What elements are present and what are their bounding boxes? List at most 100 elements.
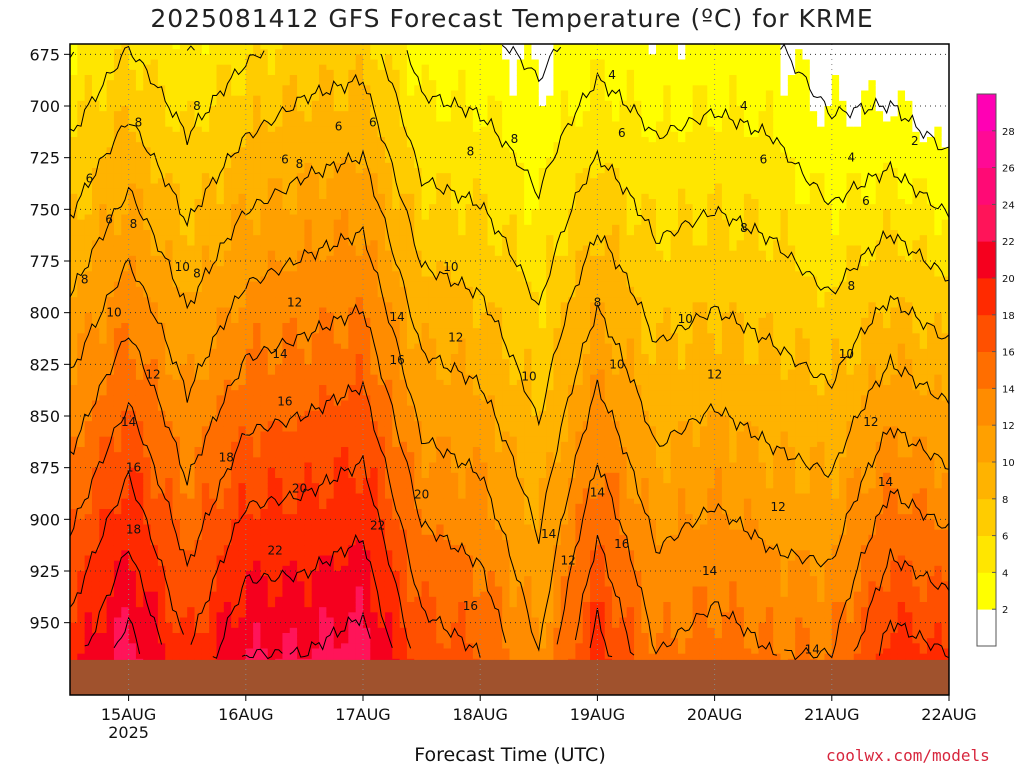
temperature-cell	[150, 421, 159, 427]
temperature-cell	[319, 467, 327, 474]
temperature-cell	[311, 488, 320, 495]
temperature-cell	[209, 126, 218, 133]
temperature-cell	[275, 400, 284, 407]
temperature-cell	[172, 152, 181, 159]
temperature-cell	[304, 483, 313, 489]
temperature-cell	[223, 359, 232, 365]
temperature-cell	[245, 431, 254, 438]
temperature-cell	[297, 462, 305, 469]
temperature-cell	[341, 560, 349, 567]
temperature-cell	[260, 514, 269, 520]
temperature-cell	[91, 529, 100, 536]
temperature-cell	[70, 643, 78, 650]
temperature-cell	[245, 54, 254, 61]
temperature-cell	[275, 312, 284, 319]
temperature-cell	[209, 64, 218, 71]
temperature-cell	[209, 385, 218, 391]
temperature-cell	[282, 292, 291, 298]
temperature-cell	[99, 565, 108, 572]
temperature-cell	[165, 395, 174, 402]
temperature-cell	[297, 178, 305, 185]
temperature-cell	[216, 333, 225, 340]
temperature-cell	[91, 560, 100, 567]
temperature-cell	[121, 638, 130, 644]
temperature-cell	[179, 80, 188, 86]
temperature-cell	[260, 116, 269, 123]
temperature-cell	[179, 90, 188, 97]
temperature-cell	[84, 622, 93, 629]
temperature-cell	[121, 581, 130, 588]
temperature-cell	[77, 447, 86, 453]
temperature-cell	[326, 571, 335, 577]
temperature-cell	[275, 121, 284, 128]
temperature-cell	[326, 137, 335, 143]
temperature-cell	[311, 447, 320, 453]
temperature-cell	[179, 64, 188, 71]
temperature-cell	[355, 44, 364, 50]
temperature-cell	[260, 503, 269, 510]
temperature-cell	[231, 230, 240, 236]
temperature-cell	[201, 586, 210, 593]
temperature-cell	[311, 137, 320, 143]
temperature-cell	[194, 204, 203, 210]
temperature-cell	[99, 457, 108, 464]
temperature-cell	[297, 75, 305, 81]
temperature-cell	[121, 514, 130, 520]
temperature-cell	[150, 126, 159, 133]
temperature-cell	[260, 410, 269, 417]
temperature-cell	[150, 328, 159, 334]
temperature-cell	[216, 54, 225, 61]
temperature-cell	[216, 602, 225, 608]
temperature-cell	[143, 653, 152, 660]
temperature-cell	[121, 183, 130, 190]
temperature-cell	[172, 410, 181, 417]
temperature-cell	[128, 297, 137, 303]
temperature-cell	[238, 69, 247, 76]
temperature-cell	[70, 54, 78, 61]
temperature-cell	[282, 390, 291, 396]
temperature-cell	[289, 49, 298, 55]
temperature-cell	[84, 343, 93, 350]
temperature-cell	[121, 503, 130, 510]
temperature-cell	[216, 183, 225, 190]
temperature-cell	[106, 576, 115, 582]
temperature-cell	[209, 643, 218, 650]
temperature-cell	[179, 193, 188, 200]
temperature-cell	[106, 612, 115, 619]
temperature-cell	[70, 111, 78, 117]
temperature-cell	[194, 338, 203, 345]
temperature-cell	[113, 493, 122, 500]
temperature-cell	[282, 648, 291, 655]
temperature-cell	[253, 488, 262, 495]
temperature-cell	[311, 612, 320, 619]
temperature-cell	[157, 188, 166, 195]
temperature-cell	[326, 653, 335, 660]
temperature-cell	[194, 230, 203, 236]
temperature-cell	[113, 111, 122, 117]
temperature-cell	[341, 224, 349, 231]
temperature-cell	[91, 348, 100, 355]
temperature-cell	[209, 245, 218, 252]
temperature-cell	[106, 400, 115, 407]
temperature-cell	[304, 405, 313, 412]
temperature-cell	[77, 565, 86, 572]
temperature-cell	[231, 498, 240, 505]
temperature-cell	[165, 607, 174, 613]
temperature-cell	[341, 276, 349, 283]
temperature-cell	[157, 276, 166, 283]
temperature-cell	[70, 602, 78, 608]
temperature-cell	[216, 488, 225, 495]
temperature-cell	[209, 90, 218, 97]
temperature-cell	[135, 199, 144, 205]
temperature-cell	[128, 121, 137, 128]
temperature-cell	[84, 173, 93, 179]
temperature-cell	[311, 591, 320, 598]
temperature-cell	[84, 168, 93, 174]
temperature-cell	[106, 581, 115, 588]
temperature-cell	[319, 281, 327, 288]
temperature-cell	[106, 431, 115, 438]
temperature-cell	[201, 488, 210, 495]
temperature-cell	[70, 126, 78, 133]
temperature-cell	[194, 328, 203, 334]
temperature-cell	[113, 431, 122, 438]
